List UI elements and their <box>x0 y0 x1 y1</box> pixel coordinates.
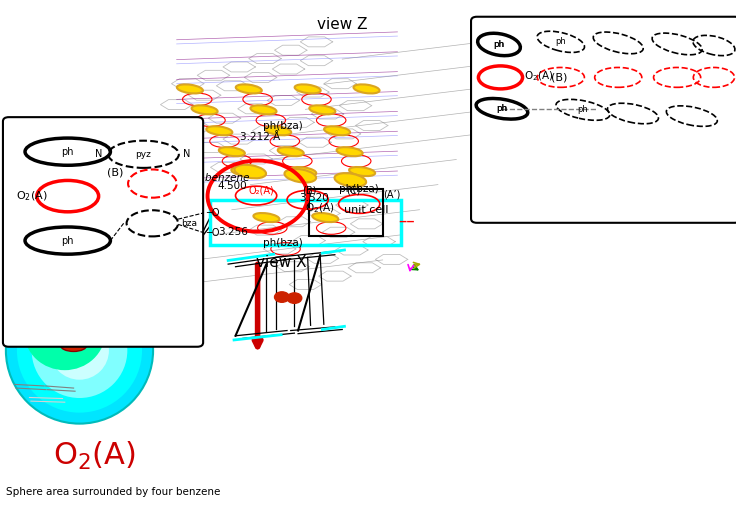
Text: N: N <box>95 149 102 160</box>
Ellipse shape <box>235 165 266 178</box>
Ellipse shape <box>219 147 245 156</box>
FancyBboxPatch shape <box>3 117 203 347</box>
Text: ph: ph <box>62 235 74 246</box>
Text: bza: bza <box>181 219 197 228</box>
Text: ph-group ---> benzene: ph-group ---> benzene <box>131 173 250 183</box>
Ellipse shape <box>335 173 366 187</box>
Text: 4.500: 4.500 <box>218 181 247 191</box>
Ellipse shape <box>253 213 280 222</box>
Text: ─O: ─O <box>206 228 219 238</box>
Circle shape <box>275 292 289 302</box>
Ellipse shape <box>236 84 262 94</box>
FancyBboxPatch shape <box>471 17 736 223</box>
Ellipse shape <box>277 147 304 156</box>
Text: ph: ph <box>556 37 566 47</box>
Text: view Z: view Z <box>317 17 367 32</box>
Text: ph: ph <box>493 40 505 49</box>
Ellipse shape <box>265 126 291 135</box>
Ellipse shape <box>24 294 105 370</box>
Ellipse shape <box>309 105 336 115</box>
Ellipse shape <box>285 169 316 183</box>
Text: (C): (C) <box>346 185 361 196</box>
Ellipse shape <box>231 167 258 176</box>
Ellipse shape <box>324 126 350 135</box>
Ellipse shape <box>290 167 316 176</box>
Text: ph(bza): ph(bza) <box>263 120 303 131</box>
Ellipse shape <box>17 288 142 413</box>
Text: O$_2$(A): O$_2$(A) <box>16 189 48 203</box>
Ellipse shape <box>177 84 203 94</box>
Ellipse shape <box>336 147 363 156</box>
Ellipse shape <box>32 303 127 398</box>
Text: ––: –– <box>399 212 415 230</box>
Text: ph: ph <box>578 105 588 115</box>
Text: ––: –– <box>188 212 205 230</box>
Text: (B): (B) <box>302 185 316 196</box>
Ellipse shape <box>250 105 277 115</box>
Text: 3.256: 3.256 <box>218 227 248 237</box>
Text: (A’): (A’) <box>383 189 400 200</box>
Text: ph: ph <box>494 40 504 49</box>
Ellipse shape <box>349 167 375 176</box>
Text: O$_2$(A): O$_2$(A) <box>524 70 553 83</box>
Circle shape <box>287 293 302 303</box>
Text: N: N <box>183 149 191 160</box>
Text: (B): (B) <box>107 167 124 177</box>
Text: ph: ph <box>497 104 507 113</box>
Text: 3.212 Å: 3.212 Å <box>240 132 280 142</box>
Ellipse shape <box>60 339 87 351</box>
Text: O$_2$(A): O$_2$(A) <box>305 201 335 215</box>
Text: ─O: ─O <box>206 208 219 218</box>
Ellipse shape <box>6 277 153 424</box>
Ellipse shape <box>191 105 218 115</box>
Text: 3.520: 3.520 <box>299 192 328 203</box>
Text: O$_2$(A): O$_2$(A) <box>53 440 135 472</box>
Text: ph: ph <box>496 104 508 113</box>
Text: ph(bza): ph(bza) <box>339 184 378 195</box>
Text: Sphere area surrounded by four benzene: Sphere area surrounded by four benzene <box>6 486 220 497</box>
Text: ph(bza): ph(bza) <box>263 238 303 248</box>
Text: pyz: pyz <box>135 150 152 159</box>
Text: ph: ph <box>62 146 74 157</box>
Text: view X: view X <box>256 255 307 270</box>
Text: O₂(A): O₂(A) <box>249 185 275 196</box>
Ellipse shape <box>206 126 233 135</box>
Text: unit cell: unit cell <box>344 205 389 215</box>
Ellipse shape <box>294 84 321 94</box>
Text: (B): (B) <box>551 72 567 83</box>
Ellipse shape <box>312 213 339 222</box>
Ellipse shape <box>50 321 109 380</box>
Ellipse shape <box>353 84 380 94</box>
